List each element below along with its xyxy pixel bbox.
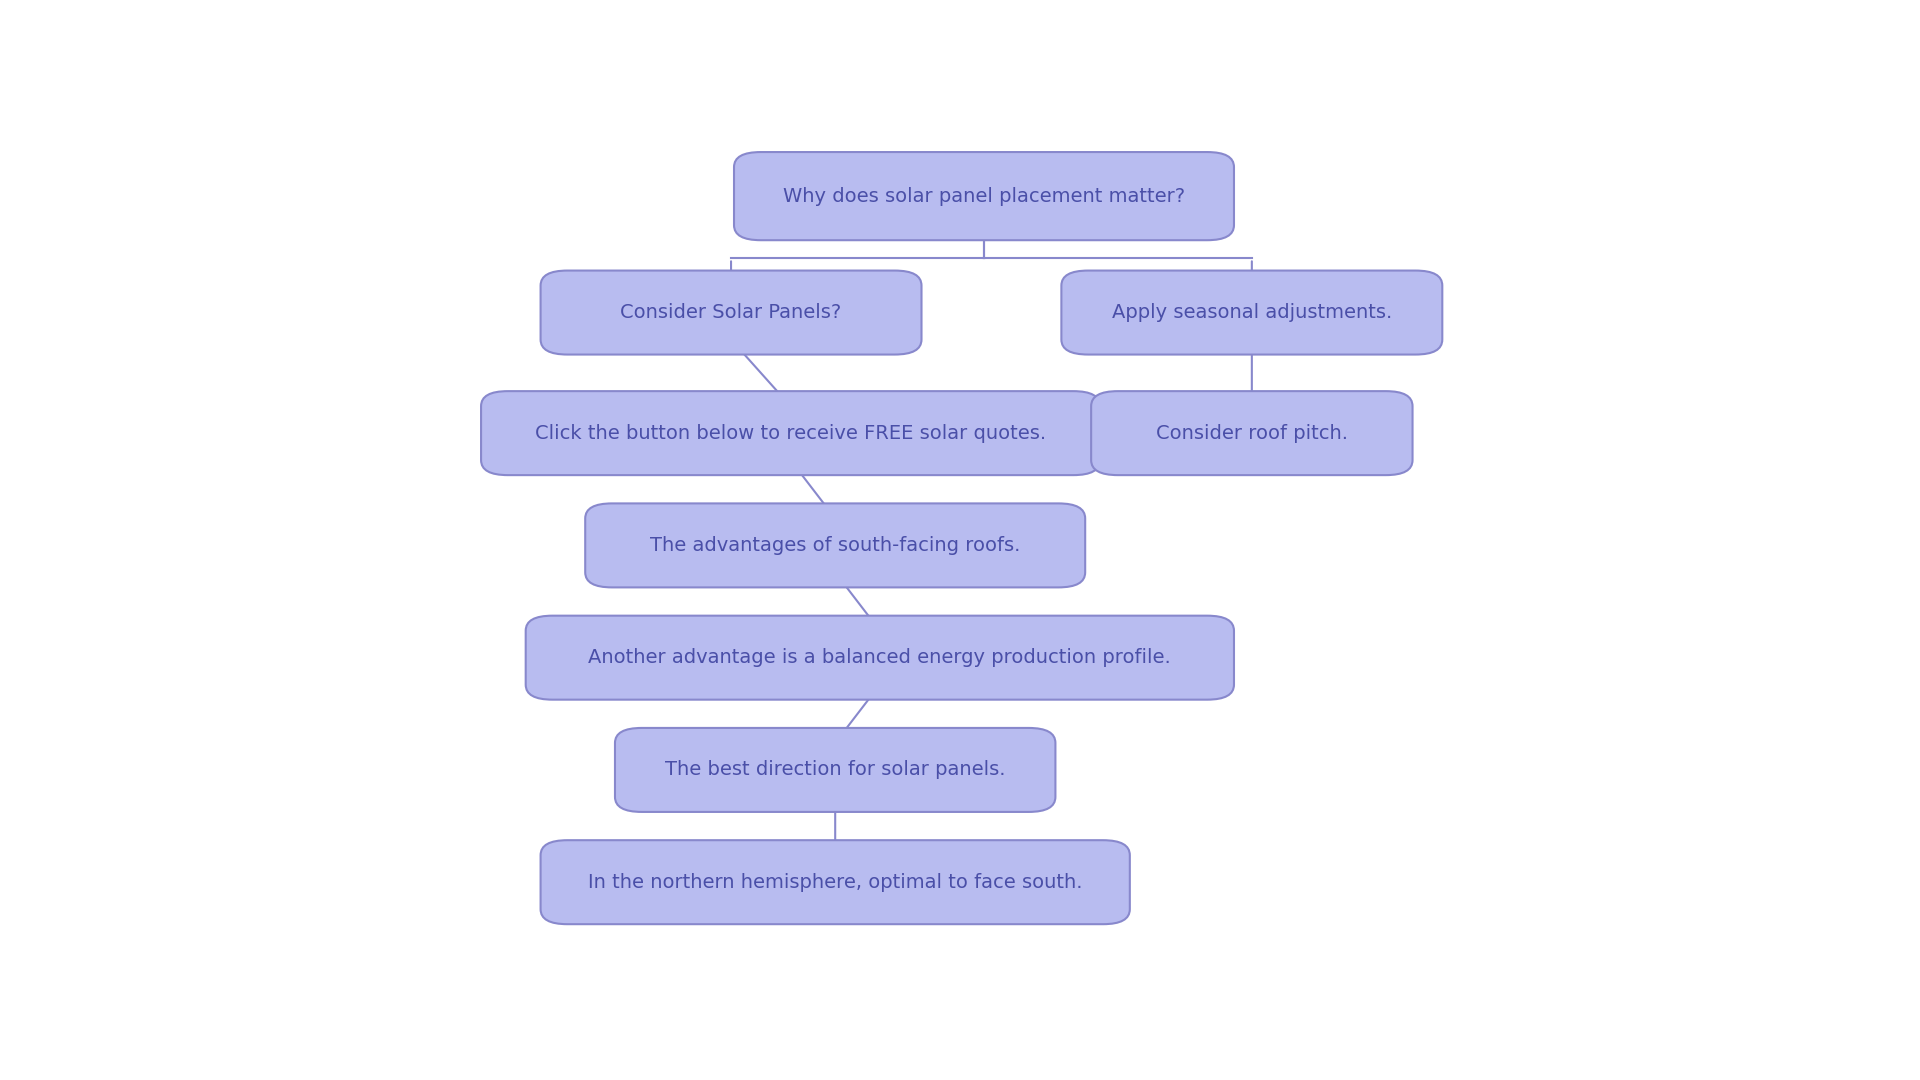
FancyBboxPatch shape — [1091, 391, 1413, 475]
FancyBboxPatch shape — [614, 728, 1056, 812]
FancyBboxPatch shape — [541, 840, 1129, 924]
Text: In the northern hemisphere, optimal to face south.: In the northern hemisphere, optimal to f… — [588, 873, 1083, 892]
FancyBboxPatch shape — [586, 503, 1085, 588]
FancyBboxPatch shape — [1062, 271, 1442, 354]
FancyBboxPatch shape — [526, 616, 1235, 700]
Text: The best direction for solar panels.: The best direction for solar panels. — [664, 760, 1006, 780]
FancyBboxPatch shape — [541, 271, 922, 354]
Text: Another advantage is a balanced energy production profile.: Another advantage is a balanced energy p… — [588, 648, 1171, 667]
Text: Consider Solar Panels?: Consider Solar Panels? — [620, 303, 841, 322]
FancyBboxPatch shape — [733, 152, 1235, 240]
FancyBboxPatch shape — [482, 391, 1100, 475]
Text: Why does solar panel placement matter?: Why does solar panel placement matter? — [783, 187, 1185, 205]
Text: Click the button below to receive FREE solar quotes.: Click the button below to receive FREE s… — [536, 423, 1046, 443]
Text: Apply seasonal adjustments.: Apply seasonal adjustments. — [1112, 303, 1392, 322]
Text: Consider roof pitch.: Consider roof pitch. — [1156, 423, 1348, 443]
Text: The advantages of south-facing roofs.: The advantages of south-facing roofs. — [651, 536, 1020, 555]
